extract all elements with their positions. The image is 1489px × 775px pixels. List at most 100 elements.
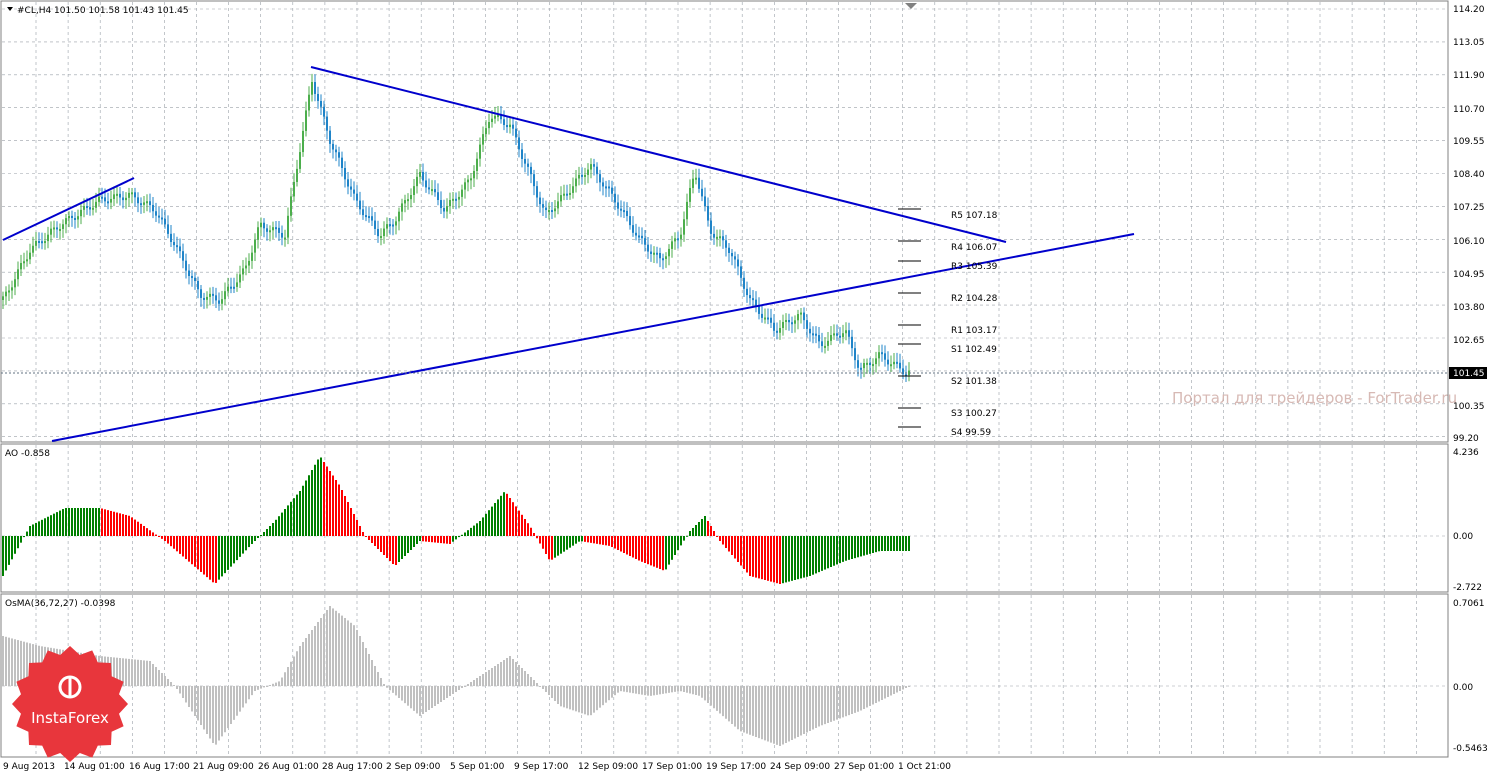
osma-bar (179, 686, 181, 694)
osma-bar (557, 686, 559, 704)
osma-bar (440, 686, 442, 702)
ao-bar (782, 536, 784, 584)
osma-bar (590, 686, 592, 716)
ao-panel[interactable] (0, 443, 1449, 593)
candle-body (164, 218, 166, 225)
osma-bar (233, 686, 235, 720)
ao-bar (170, 536, 172, 547)
ao-bar (803, 536, 805, 578)
osma-bar (635, 686, 637, 694)
instaforex-logo: InstaForex (12, 646, 128, 762)
ao-bar (851, 536, 853, 559)
candle-body (95, 201, 97, 208)
short-trendline[interactable] (2, 177, 135, 241)
candle-body (491, 118, 493, 123)
osma-bar (686, 686, 688, 693)
candle-body (878, 352, 880, 359)
candle-body (62, 224, 64, 229)
ao-bar (347, 502, 349, 536)
candle-body (626, 210, 628, 217)
osma-bar (311, 630, 313, 686)
candle-body (140, 203, 142, 206)
osma-bar (263, 686, 265, 688)
candle-body (902, 368, 904, 375)
chart-shift-icon[interactable] (905, 3, 917, 9)
ascending-trendline[interactable] (51, 233, 1135, 442)
osma-bar (362, 642, 364, 686)
candle-body (620, 208, 622, 211)
osma-bar (167, 679, 169, 686)
ao-bar (302, 485, 304, 536)
candle-body (329, 130, 331, 144)
osma-bar (623, 686, 625, 692)
candle-body (353, 189, 355, 194)
candle-body (101, 196, 103, 199)
ao-bar (674, 536, 676, 555)
ao-bar (77, 508, 79, 536)
ao-bar (776, 536, 778, 584)
candle-body (146, 201, 148, 204)
ao-bar (599, 536, 601, 545)
ao-bar (620, 536, 622, 552)
ao-bar (158, 536, 160, 537)
candle-body (479, 144, 481, 159)
candle-body (5, 291, 7, 297)
ao-bar (608, 536, 610, 546)
osma-bar (734, 686, 736, 727)
candle-body (431, 189, 433, 192)
candle-body (239, 274, 241, 283)
price-tick: 109.55 (1453, 137, 1485, 147)
osma-bar (872, 686, 874, 705)
ao-bar (53, 513, 55, 536)
osma-bar (866, 686, 868, 708)
price-panel[interactable] (0, 0, 1449, 443)
candle-body (170, 233, 172, 242)
ao-bar (665, 536, 667, 570)
osma-bar (287, 667, 289, 686)
osma-bar (581, 686, 583, 714)
candle-body (419, 171, 421, 177)
ao-bar (401, 536, 403, 559)
osma-bar (605, 686, 607, 703)
ao-bar (704, 516, 706, 536)
osma-panel[interactable] (0, 593, 1449, 758)
candle-body (185, 260, 187, 271)
ao-bar (791, 536, 793, 581)
osma-bar (446, 686, 448, 698)
osma-bar (155, 667, 157, 686)
ao-bar (410, 536, 412, 550)
osma-bar (548, 686, 550, 695)
symbol-dropdown-icon[interactable] (7, 7, 13, 11)
osma-bar (773, 686, 775, 744)
ao-bar (887, 536, 889, 551)
ao-bar (860, 536, 862, 557)
pivot-label: R2 104.28 (951, 294, 998, 304)
candle-body (548, 210, 550, 213)
ao-bar (299, 491, 301, 536)
osma-bar (146, 660, 148, 686)
osma-bar (749, 686, 751, 735)
ao-bar (614, 536, 616, 549)
candle-body (644, 238, 646, 245)
candle-body (311, 82, 313, 95)
candle-body (857, 360, 859, 368)
ao-bar (548, 536, 550, 560)
osma-bar (389, 686, 391, 691)
osma-bar (683, 686, 685, 692)
osma-bar (134, 659, 136, 686)
ao-bar (533, 533, 535, 536)
osma-bar (434, 686, 436, 706)
ao-bar (752, 536, 754, 577)
osma-bar (467, 684, 469, 686)
ao-bar (905, 536, 907, 551)
osma-bar (470, 682, 472, 686)
candle-body (89, 207, 91, 210)
osma-bar (512, 659, 514, 686)
osma-bar (113, 657, 115, 686)
descending-trendline[interactable] (310, 66, 1007, 243)
candle-body (773, 322, 775, 331)
osma-bar (314, 626, 316, 686)
osma-bar (827, 686, 829, 723)
candle-body (104, 197, 106, 202)
